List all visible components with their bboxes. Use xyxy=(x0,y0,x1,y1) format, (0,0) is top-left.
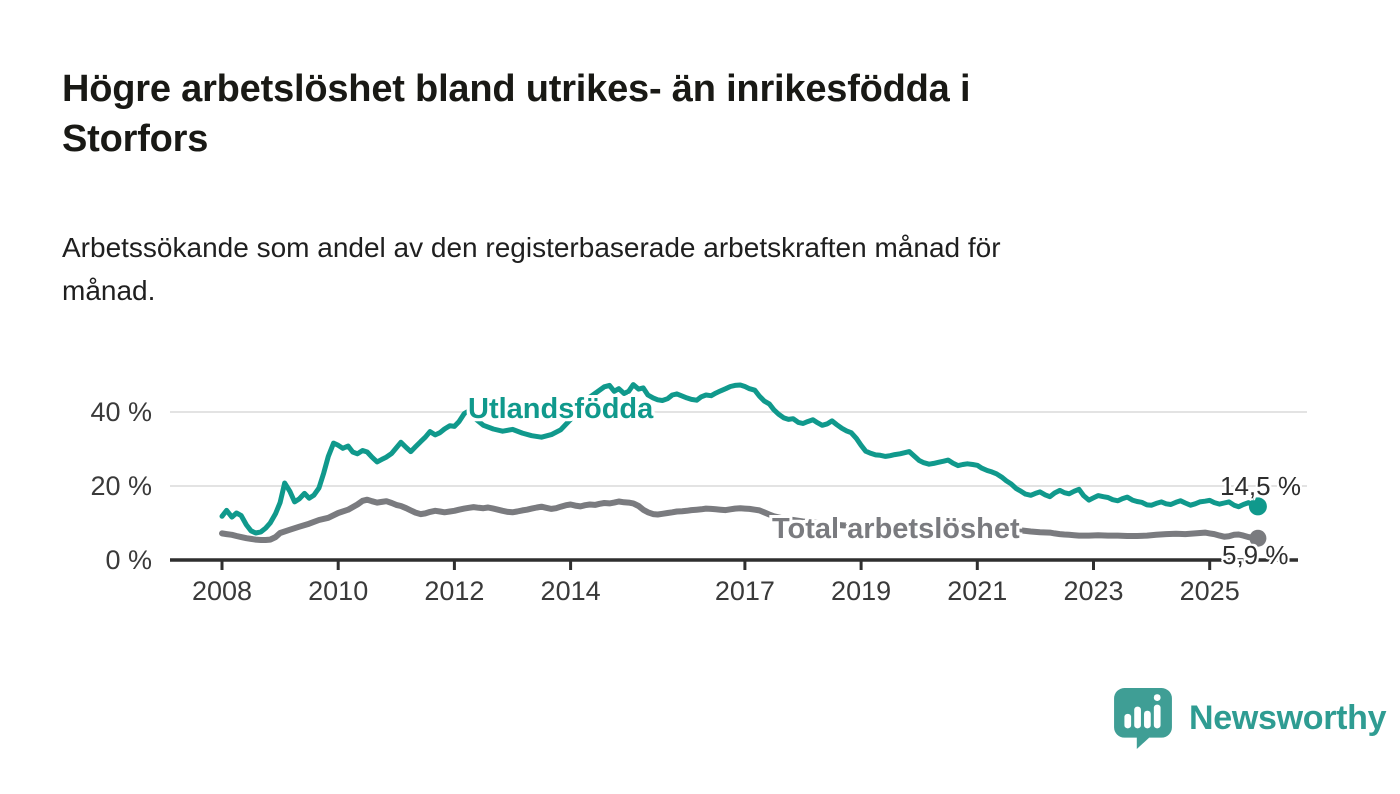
x-tick-label-2021: 2021 xyxy=(947,576,1008,606)
page-title-line2: Storfors xyxy=(62,118,209,160)
newsworthy-branding: Newsworthy xyxy=(1112,687,1387,749)
newsworthy-wordmark: Newsworthy xyxy=(1189,698,1387,737)
logo-bar-1 xyxy=(1124,713,1132,729)
y-tick-label-0: 0 % xyxy=(105,545,152,575)
y-tick-label-40: 40 % xyxy=(90,397,152,427)
end-value-total-arbetsloshet: 5,9 % xyxy=(1222,540,1289,570)
page-title-line1: Högre arbetslöshet bland utrikes- än inr… xyxy=(62,68,971,110)
x-tick-label-2023: 2023 xyxy=(1063,576,1124,606)
newsworthy-logo-icon xyxy=(1114,688,1172,749)
total-arbetsloshet-end-dot xyxy=(1249,529,1267,547)
logo-bar-2 xyxy=(1134,706,1141,729)
logo-exclamation-dot xyxy=(1153,694,1161,701)
total-arbetsloshet-line xyxy=(219,496,1261,543)
page-title: Högre arbetslöshet bland utrikes- än inr… xyxy=(62,64,1282,164)
y-tick-label-20: 20 % xyxy=(90,471,152,501)
page-subtitle: Arbetssökande som andel av den registerb… xyxy=(62,226,1282,312)
page-subtitle-line2: månad. xyxy=(62,275,156,306)
series-label-utlandsfodda: Utlandsfödda xyxy=(468,393,654,425)
logo-exclamation-bar xyxy=(1153,704,1161,729)
series-label-total-arbetsloshet: Total arbetslöshet xyxy=(772,513,1020,545)
x-tick-label-2017: 2017 xyxy=(714,576,775,606)
end-value-utlandsfodda: 14,5 % xyxy=(1220,471,1301,501)
utlandsfodda-line xyxy=(219,382,1261,536)
x-tick-label-2014: 2014 xyxy=(540,576,601,606)
utlandsfodda-end-dot xyxy=(1248,497,1267,516)
x-tick-label-2008: 2008 xyxy=(191,576,253,606)
x-tick-label-2012: 2012 xyxy=(424,576,485,606)
page-subtitle-line1: Arbetssökande som andel av den registerb… xyxy=(62,232,1001,263)
x-tick-label-2010: 2010 xyxy=(308,576,369,606)
logo-bar-3 xyxy=(1144,710,1151,729)
x-tick-label-2025: 2025 xyxy=(1179,576,1240,606)
logo-bubble xyxy=(1114,688,1172,749)
x-tick-label-2019: 2019 xyxy=(831,576,892,606)
